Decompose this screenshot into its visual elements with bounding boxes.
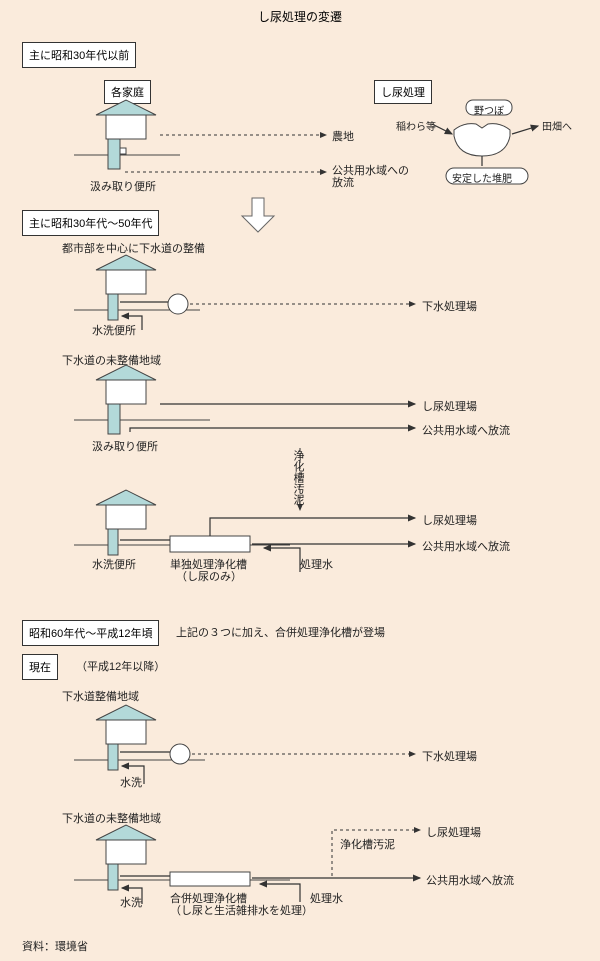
label-unsewered-1: 下水道の未整備地域 xyxy=(62,352,161,368)
label-suisen-2: 水洗 xyxy=(120,894,142,910)
label-urban: 都市部を中心に下水道の整備 xyxy=(62,240,205,256)
label-jokasou-odei-v: 浄化槽汚泥 xyxy=(290,450,306,505)
label-shorisui-2: 処理水 xyxy=(310,890,343,906)
house-current-sewered xyxy=(74,705,205,784)
era-current: 現在 xyxy=(22,654,58,680)
label-antei: 安定した堆肥 xyxy=(452,170,512,185)
diagram-canvas: し尿処理の変遷 主に昭和30年代以前 各家庭 し尿処理 xyxy=(0,0,600,961)
label-koukyou-4: 公共用水域へ放流 xyxy=(426,872,514,888)
down-arrow-era1-era2 xyxy=(242,198,274,232)
label-shorisui-1: 処理水 xyxy=(300,556,333,572)
era3-note: 上記の３つに加え、合併処理浄化槽が登場 xyxy=(176,624,385,640)
house-era1 xyxy=(74,100,180,169)
label-suisen-1: 水洗 xyxy=(120,774,142,790)
label-gappei-l2: （し尿と生活雑排水を処理） xyxy=(170,902,313,918)
era4-note: （平成12年以降） xyxy=(76,658,165,674)
label-inawara: 稲わら等 xyxy=(396,118,436,133)
label-shinyo-2: し尿処理場 xyxy=(422,512,477,528)
label-unsewered-2: 下水道の未整備地域 xyxy=(62,810,161,826)
label-koukyou1-l2: 放流 xyxy=(332,174,354,190)
label-tahata: 田畑へ xyxy=(542,118,572,133)
era-showa30-50: 主に昭和30年代～50年代 xyxy=(22,210,159,236)
source-label: 資料：環境省 xyxy=(22,938,88,954)
house-era2-kumitori xyxy=(74,365,210,434)
label-koukyou-2: 公共用水域へ放流 xyxy=(422,422,510,438)
label-suisen-toilet-1: 水洗便所 xyxy=(92,322,136,338)
label-jokasou-odei-2: 浄化槽汚泥 xyxy=(340,836,395,852)
label-gesui-2: 下水処理場 xyxy=(422,748,477,764)
era-showa60-h12: 昭和60年代～平成12年頃 xyxy=(22,620,159,646)
label-notsubo: 野つぼ xyxy=(474,102,504,117)
label-suisen-toilet-2: 水洗便所 xyxy=(92,556,136,572)
label-koukyou-3: 公共用水域へ放流 xyxy=(422,538,510,554)
house-era2-urban xyxy=(74,255,200,330)
label-shinyo-3: し尿処理場 xyxy=(426,824,481,840)
label-nouchi: 農地 xyxy=(332,128,354,144)
label-shinyo-1: し尿処理場 xyxy=(422,398,477,414)
label-kumitori-1: 汲み取り便所 xyxy=(90,178,156,194)
label-sewered: 下水道整備地域 xyxy=(62,688,139,704)
label-gesui-1: 下水処理場 xyxy=(422,298,477,314)
label-tandoku-l2: （し尿のみ） xyxy=(176,568,242,584)
house-era2-tandoku xyxy=(74,490,290,555)
label-kumitori-2: 汲み取り便所 xyxy=(92,438,158,454)
